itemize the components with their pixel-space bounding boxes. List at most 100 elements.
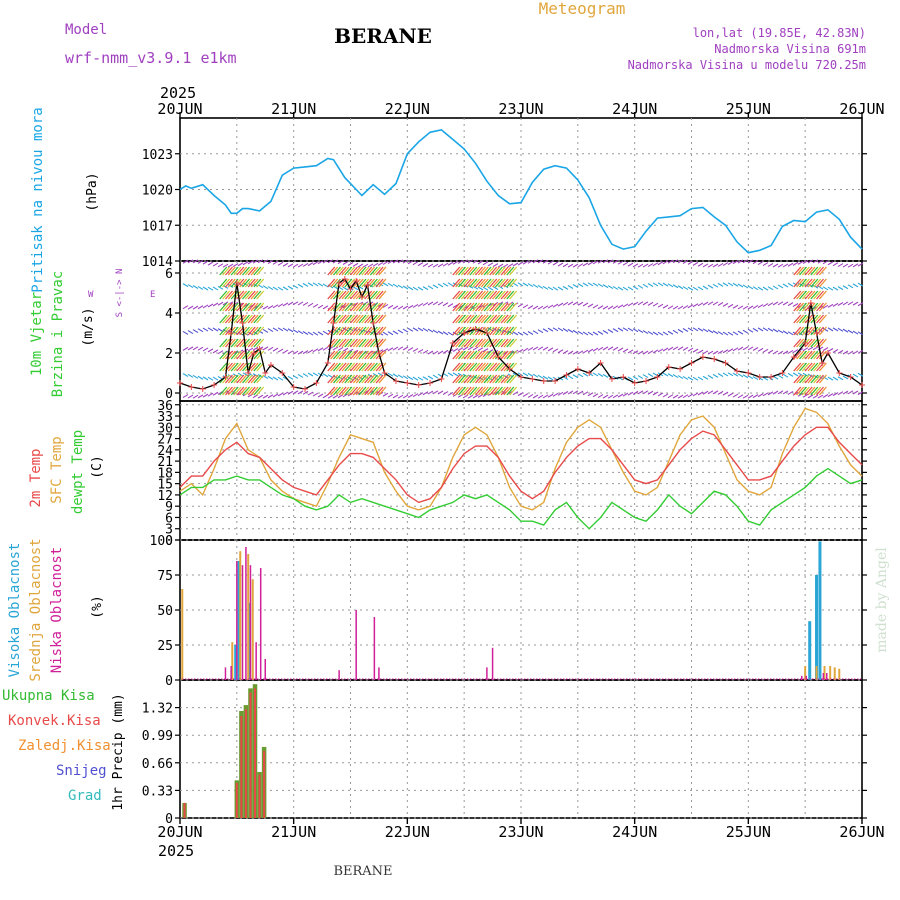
wind-barb-strong (796, 374, 805, 384)
wind-barb (717, 390, 724, 395)
credit-label: made by Angel (874, 547, 890, 653)
wind-barb (392, 283, 399, 288)
wind-barb (812, 394, 819, 399)
wind-barb (517, 392, 524, 397)
wind-marker (620, 374, 627, 380)
wind-barb (747, 305, 754, 310)
wind-barb (677, 394, 684, 399)
wind-barb (182, 330, 189, 335)
wind-barb (382, 282, 389, 287)
wind-barb-strong (250, 374, 259, 384)
wind-barb (682, 394, 689, 399)
wind-barb (337, 260, 344, 265)
wind-barb (397, 346, 404, 351)
wind-barb (467, 346, 474, 351)
y-tick-label: 1017 (142, 219, 173, 234)
wind-barb-strong (452, 326, 461, 336)
wind-marker (415, 382, 422, 388)
wind-barb (437, 330, 444, 335)
wind-barb (447, 391, 454, 396)
wind-barb (307, 262, 314, 267)
wind-barb-strong (460, 314, 469, 324)
wind-barb-strong (335, 326, 344, 336)
wind-barb-strong (352, 374, 361, 384)
x-tick-label-bottom: 22JUN (385, 823, 430, 841)
wind-barb (342, 327, 349, 332)
wind-barb (637, 390, 644, 395)
wind-barb (382, 348, 389, 353)
wind-barb-strong (327, 302, 336, 312)
wind-barb-strong (494, 290, 503, 300)
wind-barb-strong (352, 338, 361, 348)
wind-compass-w: W (88, 290, 94, 300)
wind-barb (312, 282, 319, 287)
wind-barb (297, 301, 304, 306)
wind-barb (597, 394, 604, 399)
wind-barb (437, 390, 444, 395)
wind-barb (777, 374, 784, 379)
wind-barb (572, 350, 579, 355)
wind-barb (642, 350, 649, 355)
wind-barb (847, 301, 854, 306)
wind-barb (747, 375, 754, 380)
wind-barb-strong (500, 290, 509, 300)
wind-barb (192, 285, 199, 289)
wind-barb (272, 286, 279, 291)
wind-barb (407, 376, 414, 381)
wind-barb (442, 331, 449, 336)
wind-barb (697, 391, 704, 396)
wind-barb (602, 305, 609, 310)
wind-marker (461, 330, 468, 336)
wind-barb-strong (801, 374, 810, 384)
cloud-bar (805, 675, 808, 680)
wind-barb (752, 376, 759, 381)
wind-barb-strong (801, 386, 810, 396)
wind-barb (787, 262, 794, 267)
wind-barb-strong (463, 278, 472, 288)
wind-barb (787, 302, 794, 307)
wind-barb-strong (364, 314, 373, 324)
wind-barb-strong (509, 374, 518, 384)
wind-barb (712, 330, 719, 335)
wind-barb (302, 350, 309, 355)
wind-barb-strong (494, 302, 503, 312)
wind-barb-strong (475, 350, 484, 360)
wind-barb (682, 286, 689, 291)
wind-barb-strong (352, 290, 361, 300)
wind-barb (477, 260, 484, 265)
wind-barb-strong (472, 362, 481, 372)
wind-barb-strong (486, 362, 495, 372)
wind-barb-strong (247, 314, 256, 324)
wind-barb-strong (369, 350, 378, 360)
wind-barb (402, 328, 409, 333)
wind-barb-strong (341, 374, 350, 384)
wind-barb (747, 285, 754, 290)
wind-barb-strong (460, 374, 469, 384)
wind-barb-strong (500, 302, 509, 312)
wind-barb-strong (219, 314, 228, 324)
wind-barb-strong (224, 278, 233, 288)
wind-barb-strong (222, 338, 231, 348)
wind-barb (732, 260, 739, 265)
wind-barb (407, 327, 414, 332)
wind-barb-strong (457, 326, 466, 336)
wind-barb-strong (253, 302, 262, 312)
wind-barb-strong (469, 386, 478, 396)
wind-barb (422, 376, 429, 381)
wind-barb (292, 390, 299, 395)
wind-barb (852, 390, 859, 395)
wind-barb-strong (798, 326, 807, 336)
wind-barb (807, 346, 814, 351)
wind-barb-strong (222, 374, 231, 384)
wind-barb (762, 376, 769, 381)
wind-barb-strong (244, 386, 253, 396)
wind-barb (192, 259, 199, 264)
wind-barb (187, 373, 194, 378)
wind-barb-strong (463, 350, 472, 360)
wind-barb-strong (798, 350, 807, 360)
wind-barb (592, 372, 599, 377)
wind-barb (857, 372, 864, 377)
wind-barb-strong (350, 362, 358, 372)
wind-barb-strong (256, 350, 265, 360)
wind-barb-strong (242, 302, 251, 312)
